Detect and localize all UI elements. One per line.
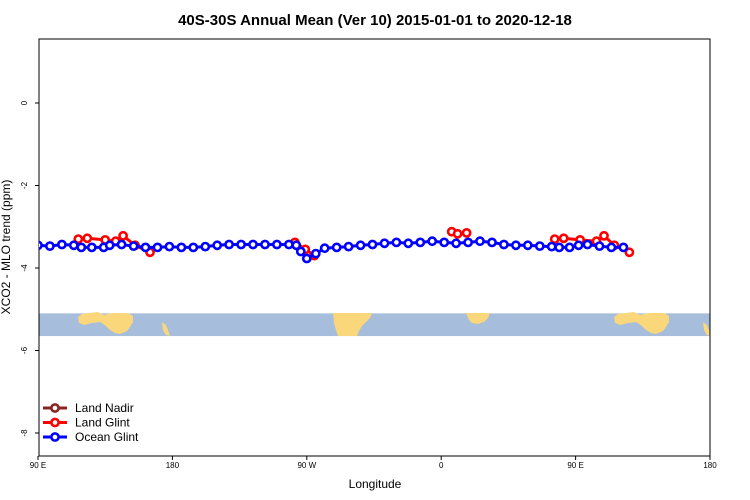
legend-label-land-glint: Land Glint — [75, 416, 130, 430]
data-point-ocean-glint — [128, 241, 139, 251]
background-map — [39, 312, 710, 337]
x-axis: 90 E 180 90 W 0 90 E 180 — [30, 456, 717, 470]
x-tick-label: 90 E — [567, 461, 583, 470]
data-point-ocean-glint — [427, 236, 438, 247]
y-tick-label: -4 — [20, 264, 29, 272]
x-tick-label: 180 — [166, 461, 180, 470]
data-point-land-glint — [599, 230, 609, 241]
data-point-ocean-glint — [301, 253, 312, 264]
south-america-land — [333, 313, 372, 336]
data-point-ocean-glint — [283, 239, 294, 250]
data-point-ocean-glint — [487, 237, 497, 248]
y-tick-label: -6 — [20, 346, 29, 354]
y-tick-label: -8 — [20, 429, 29, 437]
data-point-ocean-glint — [200, 241, 211, 252]
x-axis-label: Longitude — [349, 477, 402, 491]
y-tick-label: -2 — [20, 181, 29, 189]
data-point-ocean-glint — [68, 240, 79, 251]
x-tick-label: 90 W — [297, 461, 316, 470]
data-point-ocean-glint — [618, 242, 629, 253]
data-point-ocean-glint — [164, 241, 175, 252]
data-point-land-glint — [118, 230, 128, 241]
data-point-ocean-glint — [224, 239, 234, 250]
data-point-ocean-glint — [176, 242, 187, 253]
new-zealand-land — [162, 322, 170, 336]
series-ocean-glint — [39, 236, 629, 264]
data-point-ocean-glint — [236, 239, 246, 250]
data-point-ocean-glint — [606, 242, 617, 253]
data-point-ocean-glint — [45, 241, 55, 251]
data-point-ocean-glint — [188, 242, 199, 253]
data-point-ocean-glint — [439, 237, 450, 248]
x-tick-label: 0 — [439, 461, 444, 470]
data-point-ocean-glint — [39, 240, 43, 251]
x-tick-label: 90 E — [30, 461, 46, 470]
data-point-ocean-glint — [564, 242, 575, 253]
africa-land — [466, 313, 490, 324]
data-point-ocean-glint — [86, 242, 97, 253]
australia-land — [78, 312, 133, 334]
y-axis: 0 -2 -4 -6 -8 — [20, 100, 39, 437]
data-point-ocean-glint — [415, 237, 426, 248]
data-point-land-glint — [624, 247, 635, 258]
data-point-ocean-glint — [140, 242, 151, 253]
data-point-ocean-glint — [522, 240, 533, 251]
data-point-ocean-glint — [498, 239, 509, 250]
map-ocean-band — [39, 313, 710, 337]
data-point-ocean-glint — [403, 238, 414, 249]
legend-label-land-nadir: Land Nadir — [75, 401, 134, 415]
data-point-ocean-glint — [534, 241, 545, 251]
legend-marker-ocean-glint — [50, 432, 60, 442]
data-point-land-glint — [82, 233, 93, 244]
data-point-land-glint — [461, 227, 472, 238]
data-point-ocean-glint — [546, 241, 557, 252]
data-point-ocean-glint — [582, 239, 593, 250]
data-point-ocean-glint — [212, 240, 223, 251]
data-point-ocean-glint — [594, 241, 605, 251]
data-point-ocean-glint — [271, 239, 282, 250]
data-point-ocean-glint — [355, 240, 366, 251]
data-point-ocean-glint — [343, 241, 354, 252]
data-point-land-glint — [73, 234, 84, 244]
x-tick-label: 180 — [703, 461, 717, 470]
legend-marker-land-glint — [50, 417, 60, 428]
data-point-ocean-glint — [295, 246, 306, 257]
data-point-ocean-glint — [319, 243, 330, 254]
data-point-ocean-glint — [57, 239, 67, 250]
data-point-ocean-glint — [451, 238, 461, 249]
australia-land-repeat — [614, 312, 669, 334]
data-point-ocean-glint — [310, 248, 321, 259]
data-point-ocean-glint — [475, 236, 485, 247]
data-point-land-glint — [558, 233, 569, 244]
data-point-ocean-glint — [76, 242, 87, 253]
y-axis-label: XCO2 - MLO trend (ppm) — [0, 180, 13, 315]
data-point-ocean-glint — [260, 239, 270, 250]
data-point-ocean-glint — [511, 240, 521, 251]
data-point-land-glint — [549, 234, 560, 244]
data-point-ocean-glint — [116, 239, 127, 250]
data-point-ocean-glint — [152, 242, 163, 253]
data-point-ocean-glint — [331, 242, 342, 253]
data-point-ocean-glint — [554, 242, 565, 253]
data-point-ocean-glint — [291, 240, 302, 251]
data-point-ocean-glint — [104, 240, 115, 251]
data-point-land-glint — [452, 228, 463, 239]
data-point-ocean-glint — [248, 239, 258, 250]
data-point-ocean-glint — [391, 237, 402, 248]
y-tick-label: 0 — [20, 100, 29, 105]
legend-marker-land-nadir — [50, 403, 60, 413]
series-layer — [39, 226, 635, 264]
chart-title: 40S-30S Annual Mean (Ver 10) 2015-01-01 … — [178, 12, 572, 29]
data-point-ocean-glint — [463, 237, 473, 248]
data-point-ocean-glint — [573, 240, 584, 251]
data-point-ocean-glint — [367, 239, 378, 250]
data-point-ocean-glint — [379, 238, 390, 249]
legend-label-ocean-glint: Ocean Glint — [75, 430, 139, 444]
new-zealand-land-repeat — [703, 322, 710, 336]
